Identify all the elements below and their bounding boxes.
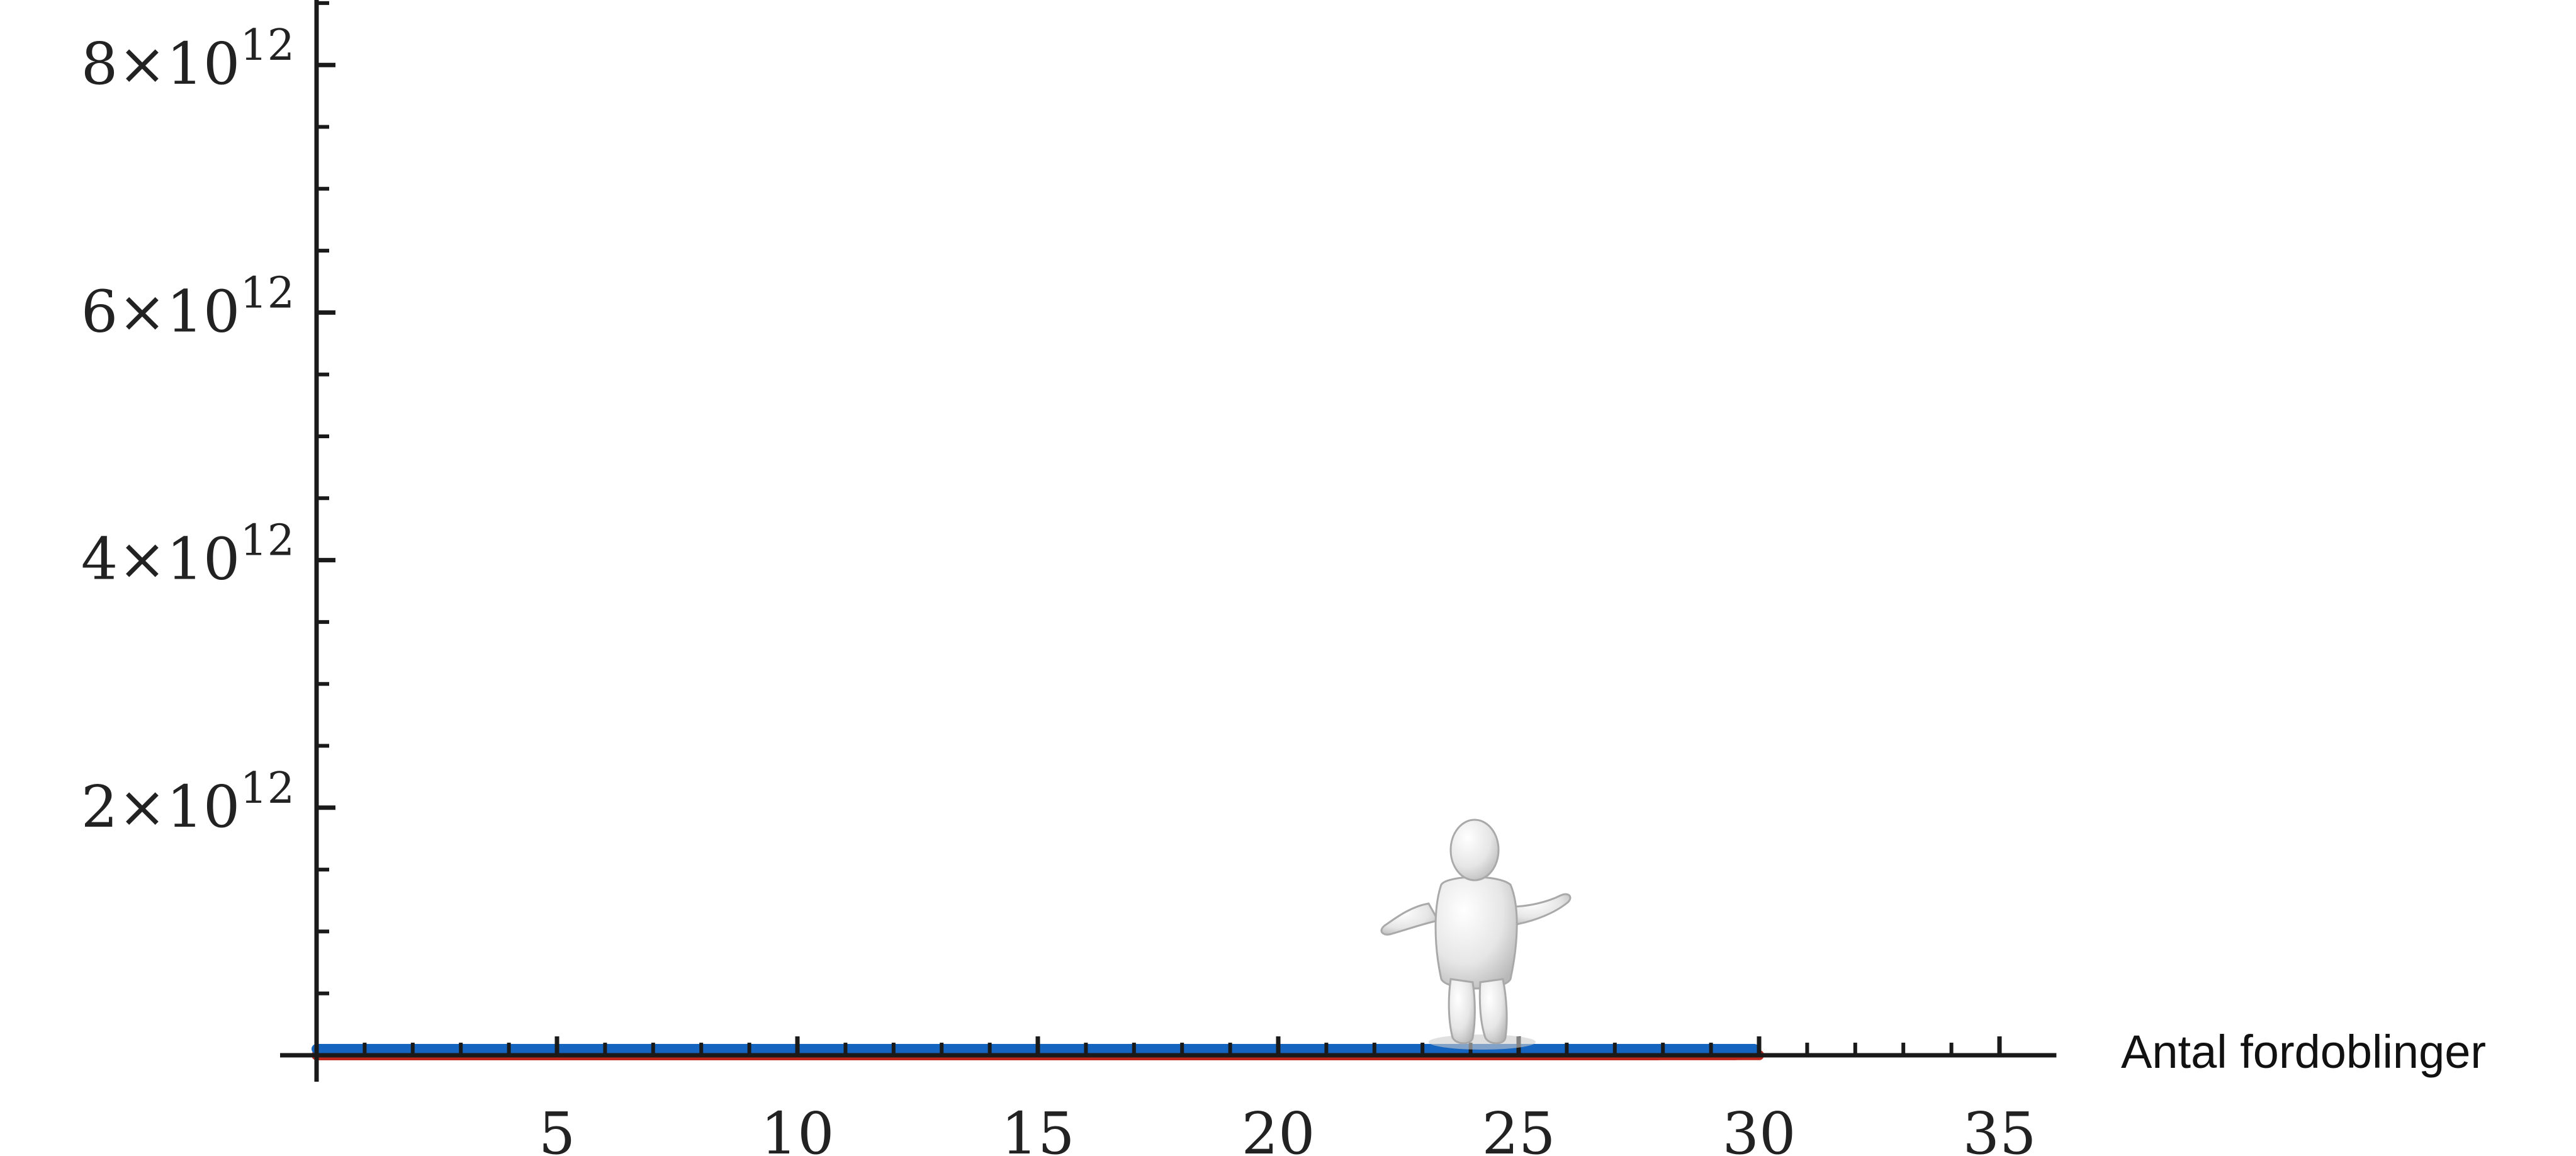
x-tick-label: 35 bbox=[1962, 1100, 2036, 1156]
y-axis-tick-labels: 2×1012 4×1012 6×1012 8×1012 bbox=[81, 21, 295, 841]
axes: 5 10 15 20 25 30 35 2×1012 4×1012 6×1012 8×1012 bbox=[81, 0, 2057, 1156]
x-tick-label: 5 bbox=[539, 1100, 576, 1156]
x-tick-label: 15 bbox=[1001, 1100, 1074, 1156]
x-tick-label: 30 bbox=[1722, 1100, 1796, 1156]
x-tick-label: 10 bbox=[760, 1100, 834, 1156]
x-axis-tick-labels: 5 10 15 20 25 30 35 bbox=[539, 1100, 2037, 1156]
y-tick-label: 4×1012 bbox=[81, 516, 295, 593]
y-tick-label: 6×1012 bbox=[81, 268, 295, 345]
y-tick-label: 8×1012 bbox=[81, 21, 295, 98]
x-tick-label: 25 bbox=[1482, 1100, 1555, 1156]
x-tick-label: 20 bbox=[1241, 1100, 1315, 1156]
shrugging-figure-illustration bbox=[1380, 819, 1572, 1050]
x-axis-title: Antal fordoblinger bbox=[2121, 1026, 2486, 1078]
y-tick-label: 2×1012 bbox=[81, 764, 295, 841]
x-axis-ticks bbox=[363, 1036, 2002, 1055]
y-axis-ticks bbox=[317, 1, 335, 995]
